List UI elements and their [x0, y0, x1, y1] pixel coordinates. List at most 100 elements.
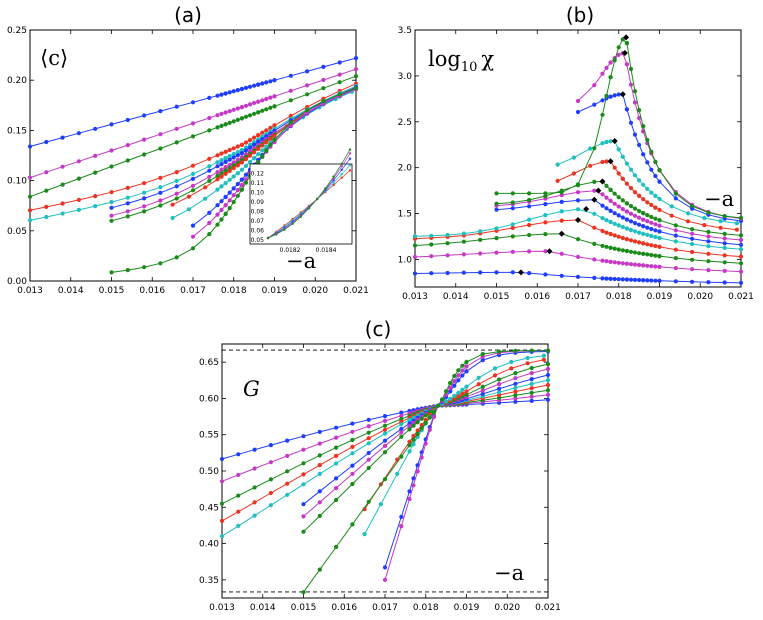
- data-point: [419, 426, 424, 431]
- data-point: [223, 149, 228, 154]
- data-point: [657, 196, 662, 201]
- data-point: [628, 120, 634, 125]
- data-point: [27, 175, 33, 180]
- data-point: [513, 385, 518, 390]
- data-point: [260, 81, 265, 86]
- data-point: [44, 170, 49, 175]
- data-point: [738, 280, 744, 285]
- data-point: [158, 190, 163, 195]
- data-point: [653, 264, 658, 269]
- data-point: [529, 386, 534, 391]
- data-point: [657, 223, 662, 228]
- data-point: [125, 209, 130, 214]
- data-point: [288, 98, 293, 103]
- data-point: [718, 225, 723, 230]
- data-point: [653, 193, 658, 198]
- data-point: [174, 104, 179, 109]
- data-point: [125, 185, 130, 190]
- data-point: [600, 216, 605, 221]
- data-point: [478, 237, 483, 242]
- data-point: [215, 125, 220, 130]
- data-point: [464, 389, 469, 394]
- data-point: [431, 410, 436, 415]
- data-point: [543, 249, 548, 254]
- data-point: [734, 221, 740, 226]
- data-point: [722, 268, 727, 273]
- data-point: [604, 65, 609, 70]
- data-point: [334, 497, 339, 503]
- panel-a-xtick-label: 0.015: [99, 286, 125, 296]
- data-point: [575, 98, 581, 104]
- data-point: [215, 203, 220, 208]
- data-point: [612, 58, 617, 63]
- data-point: [415, 428, 420, 433]
- data-point: [236, 523, 241, 529]
- data-point: [268, 136, 273, 141]
- data-point: [235, 117, 240, 122]
- data-point: [513, 396, 518, 401]
- data-point: [478, 270, 483, 275]
- data-point: [243, 163, 249, 168]
- panel-c-ytick-label: 0.60: [199, 394, 219, 404]
- data-point: [142, 152, 147, 157]
- data-point: [247, 159, 253, 165]
- data-point: [738, 269, 744, 274]
- data-point: [575, 182, 581, 187]
- data-point: [460, 368, 465, 373]
- data-point: [632, 213, 638, 218]
- data-point: [366, 457, 371, 462]
- data-point: [219, 184, 224, 189]
- data-point: [260, 137, 265, 142]
- data-point: [476, 375, 481, 380]
- data-point: [243, 157, 249, 162]
- data-point: [669, 204, 674, 209]
- data-point: [227, 154, 232, 159]
- data-point: [559, 199, 564, 204]
- data-point: [334, 453, 339, 458]
- data-point: [706, 280, 711, 285]
- data-point: [207, 115, 212, 121]
- data-point: [272, 137, 277, 142]
- data-point: [382, 414, 388, 419]
- data-point: [628, 167, 634, 172]
- data-point: [509, 359, 514, 365]
- peak-marker: [575, 216, 581, 223]
- data-point: [170, 215, 175, 221]
- data-point: [301, 461, 306, 466]
- data-point: [624, 107, 630, 112]
- data-point: [158, 146, 163, 151]
- data-point: [215, 212, 220, 217]
- data-point: [223, 110, 228, 115]
- data-point: [657, 179, 662, 184]
- data-point: [317, 441, 322, 446]
- data-point: [464, 359, 469, 365]
- data-point: [93, 170, 98, 175]
- data-point: [268, 503, 273, 508]
- data-point: [494, 201, 499, 206]
- data-point: [624, 248, 630, 254]
- data-point: [366, 417, 371, 422]
- data-point: [288, 120, 293, 125]
- data-point: [125, 268, 130, 273]
- data-point: [125, 158, 130, 163]
- data-point: [407, 424, 412, 429]
- data-point: [616, 147, 621, 152]
- peak-marker: [607, 158, 614, 165]
- data-point: [673, 233, 678, 238]
- data-point: [256, 152, 261, 157]
- panel-a-xtick-label: 0.021: [343, 286, 369, 296]
- data-point: [317, 489, 322, 494]
- data-point: [44, 204, 49, 209]
- data-point: [268, 125, 273, 130]
- data-point: [706, 239, 711, 244]
- data-point: [575, 190, 581, 195]
- data-point: [645, 242, 650, 247]
- data-point: [203, 196, 208, 201]
- data-point: [620, 176, 625, 181]
- data-point: [243, 172, 249, 177]
- data-point: [637, 222, 642, 227]
- panel-b-xlabel: −a: [704, 187, 734, 211]
- data-point: [215, 164, 220, 169]
- data-point: [604, 93, 609, 98]
- data-point: [305, 92, 310, 97]
